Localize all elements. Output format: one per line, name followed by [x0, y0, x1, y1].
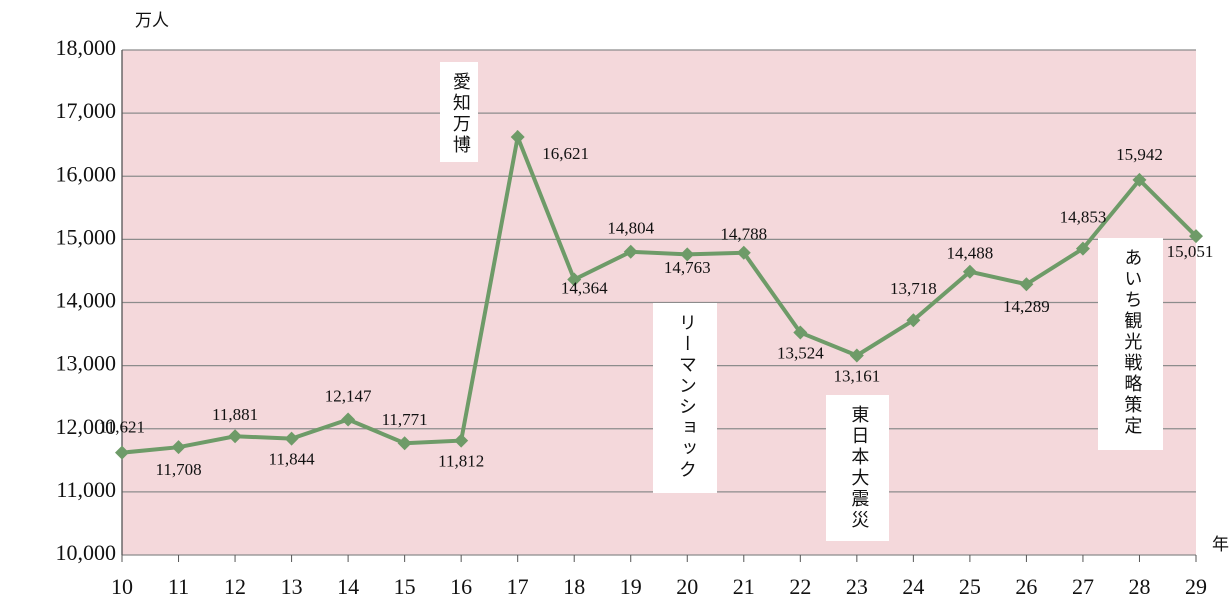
- point-marker: [736, 245, 751, 260]
- x-tick-label: 23: [846, 574, 868, 599]
- x-tick-label: 10: [111, 574, 133, 599]
- annotation: リーマンショック: [677, 313, 697, 481]
- point-marker: [397, 436, 412, 451]
- series-line: [121, 129, 1198, 455]
- point-marker: [567, 272, 582, 287]
- y-tick-label: 16,000: [56, 161, 117, 186]
- point-marker: [341, 412, 356, 427]
- point-marker: [623, 244, 638, 259]
- data-label: 14,488: [947, 244, 994, 263]
- x-tick-label: 20: [676, 574, 698, 599]
- data-label: 15,942: [1116, 145, 1163, 164]
- y-tick-label: 10,000: [56, 540, 117, 565]
- data-label: 11,812: [438, 452, 484, 471]
- y-tick-label: 14,000: [56, 288, 117, 313]
- data-label: 14,788: [720, 225, 767, 244]
- point-marker: [284, 431, 299, 446]
- annotation-box: [826, 395, 889, 541]
- annotation: あいち観光戦略策定: [1122, 248, 1142, 437]
- y-unit: 万人: [135, 11, 169, 30]
- y-tick-label: 13,000: [56, 351, 117, 376]
- x-tick-label: 22: [789, 574, 811, 599]
- x-tick-label: 29: [1185, 574, 1207, 599]
- x-tick-label: 28: [1128, 574, 1150, 599]
- x-tick-label: 15: [394, 574, 416, 599]
- point-marker: [793, 325, 808, 340]
- data-label: 14,804: [607, 219, 654, 238]
- data-label: 14,763: [664, 258, 711, 277]
- point-marker: [849, 348, 864, 363]
- x-tick-label: 27: [1072, 574, 1094, 599]
- point-marker: [680, 247, 695, 262]
- data-label: 11,621: [99, 418, 145, 437]
- point-marker: [962, 264, 977, 279]
- point-marker: [171, 440, 186, 455]
- data-label: 11,844: [269, 450, 316, 469]
- x-tick-label: 16: [450, 574, 472, 599]
- x-unit: 年: [1212, 535, 1229, 554]
- x-tick-label: 21: [733, 574, 755, 599]
- data-label: 12,147: [325, 386, 372, 405]
- data-label: 13,718: [890, 279, 937, 298]
- point-marker: [906, 313, 921, 328]
- point-marker: [1075, 241, 1090, 256]
- data-label: 16,621: [542, 144, 589, 163]
- y-tick-label: 15,000: [56, 224, 117, 249]
- point-marker: [1132, 172, 1147, 187]
- x-tick-label: 12: [224, 574, 246, 599]
- point-marker: [1189, 229, 1203, 244]
- y-tick-label: 12,000: [56, 414, 117, 439]
- x-tick-label: 24: [902, 574, 924, 599]
- point-marker: [1019, 277, 1034, 292]
- data-label: 14,853: [1060, 208, 1107, 227]
- data-label: 14,289: [1003, 297, 1050, 316]
- point-marker: [228, 429, 243, 444]
- x-tick-label: 11: [168, 574, 189, 599]
- annotation: 愛知万博: [451, 72, 471, 156]
- point-marker: [115, 445, 129, 460]
- annotation-box: [440, 62, 478, 162]
- point-marker: [510, 130, 525, 145]
- x-tick-label: 13: [281, 574, 303, 599]
- annotation: 東日本大震災: [849, 405, 869, 531]
- x-tick-label: 18: [563, 574, 585, 599]
- annotation-box: [653, 303, 717, 493]
- data-label: 13,524: [777, 343, 824, 362]
- y-tick-label: 11,000: [56, 477, 116, 502]
- data-label: 15,051: [1167, 242, 1214, 261]
- point-marker: [454, 433, 469, 448]
- x-tick-label: 19: [620, 574, 642, 599]
- x-tick-label: 25: [959, 574, 981, 599]
- data-label: 13,161: [833, 366, 880, 385]
- data-label: 11,708: [155, 460, 201, 479]
- data-label: 11,771: [382, 410, 428, 429]
- data-label: 11,881: [212, 405, 258, 424]
- y-tick-label: 17,000: [56, 98, 117, 123]
- x-tick-label: 14: [337, 574, 359, 599]
- x-tick-label: 17: [507, 574, 529, 599]
- y-tick-label: 18,000: [56, 35, 117, 60]
- data-label: 14,364: [561, 278, 608, 297]
- x-tick-label: 26: [1015, 574, 1037, 599]
- annotation-box: [1098, 238, 1163, 450]
